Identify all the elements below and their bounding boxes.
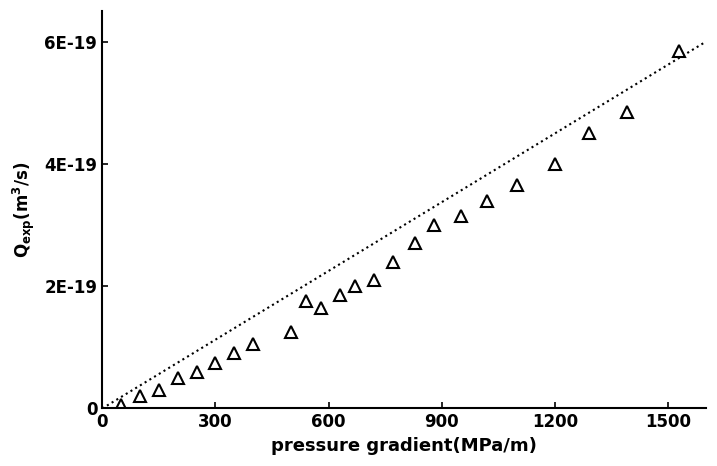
Y-axis label: Q$_\mathregular{exp}$(m$^\mathregular{3}$/s): Q$_\mathregular{exp}$(m$^\mathregular{3}…	[11, 162, 37, 258]
X-axis label: pressure gradient(MPa/m): pressure gradient(MPa/m)	[271, 437, 537, 455]
